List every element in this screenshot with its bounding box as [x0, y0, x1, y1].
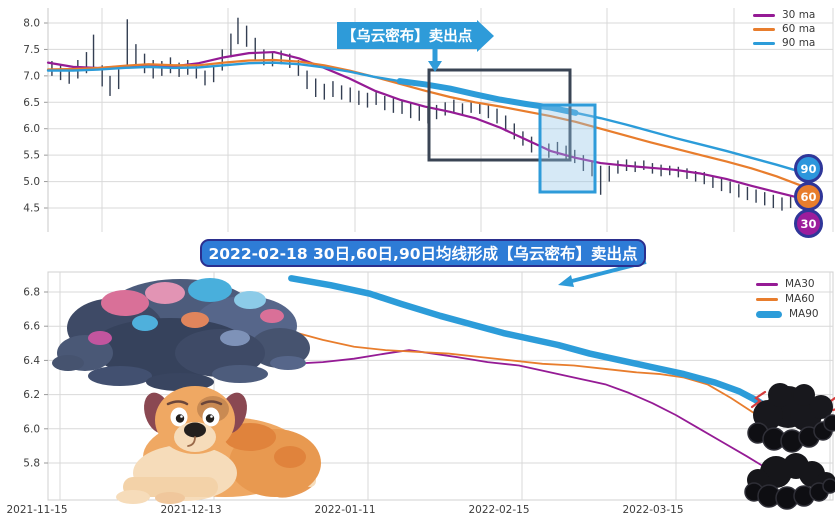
ma30-line-swatch: [756, 282, 778, 286]
sell-point-annotation-box: 2022-02-18 30日,60日,90日均线形成【乌云密布】卖出点: [200, 239, 646, 267]
legend-label: 90 ma: [782, 37, 816, 49]
svg-text:2022-03-15: 2022-03-15: [622, 504, 683, 516]
svg-text:6.8: 6.8: [23, 287, 40, 299]
legend-label: MA90: [789, 308, 819, 320]
ma60-line-swatch: [753, 27, 775, 31]
legend-label: MA60: [785, 293, 815, 305]
legend-label: 30 ma: [782, 9, 816, 21]
svg-text:6.5: 6.5: [23, 97, 40, 109]
svg-text:6.0: 6.0: [23, 123, 40, 135]
ma90-thick-line-swatch: [756, 310, 782, 318]
legend-item-90ma: 90 ma: [753, 38, 815, 48]
svg-text:7.0: 7.0: [23, 70, 40, 82]
top-chart-ma-lines: [46, 50, 803, 200]
svg-text:2021-11-15: 2021-11-15: [6, 504, 67, 516]
badge-60: 60: [794, 182, 823, 211]
svg-text:2022-02-15: 2022-02-15: [468, 504, 529, 516]
svg-text:2021-12-13: 2021-12-13: [160, 504, 221, 516]
legend-item-30ma: 30 ma: [753, 10, 815, 20]
svg-text:5.5: 5.5: [23, 150, 40, 162]
top-chart-legend: 30 ma 60 ma 90 ma: [753, 10, 815, 48]
legend-item-ma90: MA90: [756, 309, 819, 319]
ma30-line-swatch: [753, 13, 775, 17]
bottom-chart-legend: MA30 MA60 MA90: [756, 279, 819, 319]
svg-text:5.8: 5.8: [23, 458, 40, 470]
legend-item-ma30: MA30: [756, 279, 819, 289]
legend-label: MA30: [785, 278, 815, 290]
sell-point-banner: 【乌云密布】卖出点: [337, 20, 494, 52]
ma60-line-swatch: [756, 297, 778, 301]
svg-text:7.5: 7.5: [23, 44, 40, 56]
svg-text:8.0: 8.0: [23, 18, 40, 30]
bottom-chart-ma-lines: [288, 275, 783, 478]
legend-item-60ma: 60 ma: [753, 24, 815, 34]
legend-item-ma60: MA60: [756, 294, 819, 304]
svg-text:2022-01-11: 2022-01-11: [314, 504, 375, 516]
badge-90: 90: [794, 154, 823, 183]
svg-text:6.2: 6.2: [23, 389, 40, 401]
svg-text:4.5: 4.5: [23, 202, 40, 214]
ma90-line-swatch: [753, 41, 775, 45]
badge-30: 30: [794, 209, 823, 238]
svg-text:6.4: 6.4: [23, 355, 40, 367]
svg-text:6.6: 6.6: [23, 321, 40, 333]
svg-text:5.0: 5.0: [23, 176, 40, 188]
svg-text:6.0: 6.0: [23, 423, 40, 435]
legend-label: 60 ma: [782, 23, 816, 35]
